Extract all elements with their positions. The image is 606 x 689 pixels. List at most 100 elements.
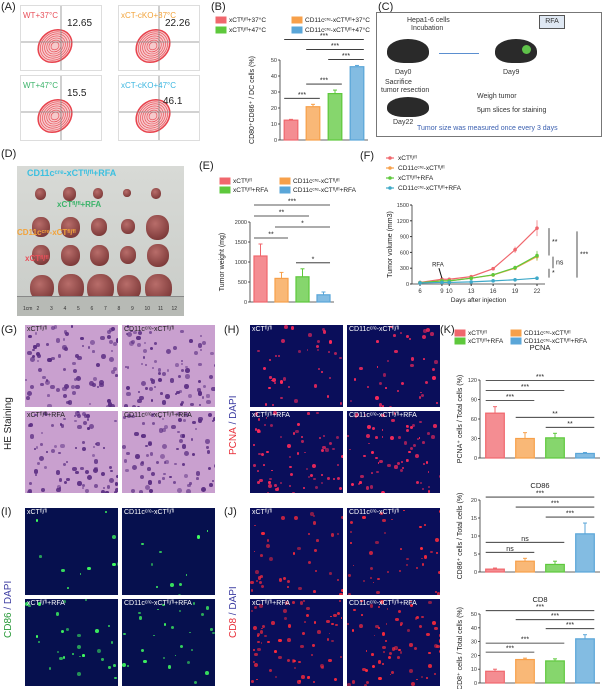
dapi-label: / DAPI <box>228 395 239 428</box>
data-point <box>440 277 444 282</box>
cell-dot <box>36 635 39 638</box>
cell-dot <box>254 569 259 574</box>
cell-dot <box>364 684 368 686</box>
cell-dot <box>54 444 58 448</box>
cell-dot <box>401 466 404 469</box>
cell-dot <box>423 462 426 465</box>
cell-dot <box>283 617 287 621</box>
cell-dot <box>75 376 81 382</box>
cell-dot <box>334 351 338 355</box>
cell-dot <box>140 434 144 438</box>
significance-label: ns <box>521 536 529 543</box>
cell-dot <box>253 463 257 467</box>
cell-dot <box>82 441 85 445</box>
significance-label: ** <box>268 232 274 239</box>
cell-dot <box>438 638 440 643</box>
cell-dot <box>148 386 153 391</box>
cell-dot <box>201 395 205 399</box>
bar <box>575 533 595 573</box>
cell-dot <box>63 330 67 334</box>
cell-dot <box>360 599 363 603</box>
cell-dot <box>202 340 207 345</box>
cell-dot <box>55 470 60 475</box>
cell-dot <box>178 438 183 443</box>
cell-dot <box>185 574 188 577</box>
cell-dot <box>140 433 146 439</box>
cell-dot <box>266 491 270 493</box>
cell-dot <box>108 340 113 345</box>
cell-dot <box>416 615 420 619</box>
schema-weigh: Weigh tumor <box>477 93 517 100</box>
cell-dot <box>255 678 258 681</box>
cell-dot <box>353 608 356 611</box>
cell-dot <box>379 511 383 515</box>
cell-dot <box>28 488 32 493</box>
cell-dot <box>418 395 422 399</box>
cell-dot <box>256 633 260 637</box>
cell-dot <box>273 649 277 653</box>
significance-label: *** <box>320 33 328 40</box>
cell-dot <box>175 390 180 395</box>
micrograph: xCTᶠˡ/ᶠˡ <box>25 325 118 407</box>
bar <box>327 92 343 141</box>
cell-dot <box>140 542 144 546</box>
cell-dot <box>213 416 215 421</box>
series-line <box>419 256 538 284</box>
cell-dot <box>99 382 105 388</box>
cell-dot <box>314 569 317 572</box>
cell-dot <box>74 353 79 358</box>
cell-dot <box>166 369 169 372</box>
cell-dot <box>139 474 145 480</box>
cell-dot <box>61 424 65 428</box>
cell-dot <box>395 617 399 622</box>
cell-dot <box>179 403 184 407</box>
cell-dot <box>165 460 169 464</box>
cell-dot <box>310 653 314 656</box>
cell-dot <box>365 650 368 653</box>
y-tick-label: 1500 <box>397 203 409 209</box>
cell-dot <box>173 480 177 484</box>
cell-dot <box>261 531 265 536</box>
cell-dot <box>314 549 318 552</box>
cell-dot <box>328 376 331 379</box>
micrograph-label: CD11cᶜʳᵉ-xCTᶠˡ/ᶠˡ <box>124 509 175 516</box>
cell-dot <box>271 620 275 625</box>
cell-dot <box>313 384 318 388</box>
cell-dot <box>421 563 425 566</box>
cell-dot <box>281 339 286 344</box>
significance-label: *** <box>288 199 296 206</box>
cell-dot <box>110 350 113 353</box>
cell-dot <box>42 376 46 380</box>
cell-dot <box>161 417 164 420</box>
cell-dot <box>272 378 276 382</box>
cell-dot <box>197 343 203 348</box>
cell-dot <box>423 524 427 527</box>
cell-dot <box>207 413 212 418</box>
cell-dot <box>390 435 394 440</box>
cell-dot <box>181 362 184 366</box>
cell-dot <box>190 438 194 441</box>
cell-dot <box>108 328 113 333</box>
cell-dot <box>136 335 141 341</box>
cell-dot <box>110 641 114 644</box>
cell-dot <box>63 417 66 421</box>
contour-line <box>144 107 162 125</box>
significance-label: ** <box>567 421 573 428</box>
cell-dot <box>400 460 403 463</box>
cell-dot <box>289 455 292 458</box>
cell-dot <box>422 329 427 334</box>
ruler-tick: 9 <box>131 306 134 312</box>
cell-dot <box>330 639 334 643</box>
bar <box>545 660 565 684</box>
cell-dot <box>77 413 82 419</box>
cell-dot <box>375 436 378 439</box>
panel-label-a: (A) <box>1 1 16 13</box>
cell-dot <box>105 511 108 514</box>
cell-dot <box>177 374 181 378</box>
cell-dot <box>285 601 290 605</box>
cell-dot <box>397 436 401 439</box>
cell-dot <box>378 606 380 608</box>
cell-dot <box>185 368 190 373</box>
cell-dot <box>191 648 193 651</box>
